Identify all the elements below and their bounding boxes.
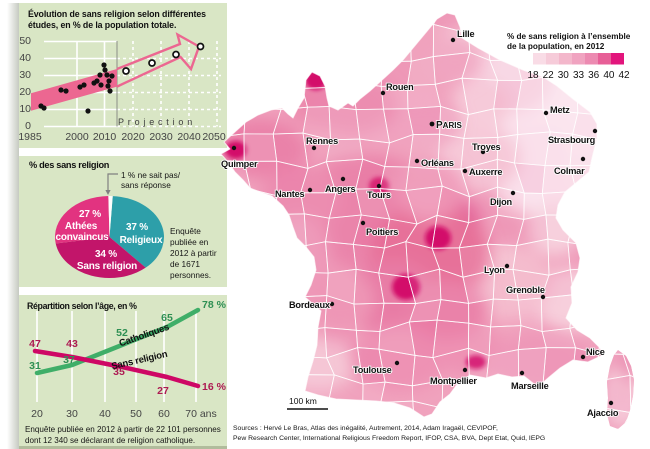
svg-text:70 ans: 70 ans (185, 408, 217, 420)
svg-text:10: 10 (19, 103, 31, 115)
svg-text:dont 12 340 se déclarant de re: dont 12 340 se déclarant de religion cat… (25, 436, 195, 445)
svg-text:52: 52 (116, 327, 128, 339)
svg-text:Pew Research Center, Internati: Pew Research Center, International Relig… (233, 435, 545, 442)
svg-text:Grenoble: Grenoble (506, 285, 545, 295)
svg-text:Strasbourg: Strasbourg (548, 135, 595, 145)
svg-text:Enquête: Enquête (170, 226, 201, 236)
svg-text:47: 47 (29, 338, 41, 350)
svg-text:Projection: Projection (118, 117, 196, 127)
svg-text:40: 40 (19, 52, 31, 64)
svg-text:de la population, en 2012: de la population, en 2012 (507, 42, 605, 51)
svg-text:78 %: 78 % (202, 299, 227, 311)
svg-text:20: 20 (31, 408, 43, 420)
svg-text:Évolution de sans religion sel: Évolution de sans religion selon différe… (28, 9, 206, 19)
svg-text:Quimper: Quimper (221, 159, 258, 169)
svg-text:60: 60 (158, 408, 170, 420)
svg-text:40: 40 (99, 408, 111, 420)
svg-text:PARIS: PARIS (436, 120, 462, 131)
svg-text:50: 50 (19, 35, 31, 47)
svg-text:Auxerre: Auxerre (469, 167, 502, 177)
svg-text:37 %: 37 % (126, 222, 148, 233)
svg-text:20: 20 (19, 86, 31, 98)
svg-text:65: 65 (161, 312, 173, 324)
svg-text:Nantes: Nantes (275, 189, 305, 199)
svg-text:2030: 2030 (149, 131, 173, 143)
svg-text:Dijon: Dijon (490, 197, 513, 207)
svg-text:1 % ne sait pas/: 1 % ne sait pas/ (121, 170, 181, 180)
svg-text:Enquête publiée en 2012 à part: Enquête publiée en 2012 à partir de 22 1… (25, 425, 221, 434)
svg-text:36: 36 (588, 70, 600, 81)
svg-text:2050: 2050 (202, 131, 226, 143)
svg-text:50: 50 (130, 408, 142, 420)
svg-text:0: 0 (25, 120, 31, 132)
svg-text:33: 33 (573, 70, 585, 81)
svg-text:Nice: Nice (586, 347, 605, 357)
svg-text:22: 22 (543, 70, 555, 81)
svg-text:Toulouse: Toulouse (353, 365, 392, 375)
svg-text:études, en % de la population: études, en % de la population totale. (28, 20, 176, 30)
svg-text:27: 27 (157, 385, 169, 397)
svg-text:Bordeaux: Bordeaux (289, 300, 331, 310)
svg-text:Sources : Hervé Le Bras, Atlas: Sources : Hervé Le Bras, Atlas des inéga… (233, 425, 498, 432)
svg-text:100 km: 100 km (289, 396, 317, 406)
svg-text:personnes.: personnes. (170, 270, 211, 280)
svg-text:Athées: Athées (65, 221, 98, 232)
svg-text:31: 31 (29, 360, 41, 372)
svg-text:Poitiers: Poitiers (366, 227, 398, 237)
svg-text:Montpellier: Montpellier (430, 376, 477, 386)
svg-text:2010: 2010 (93, 131, 117, 143)
svg-text:% de sans religion à l’ensembl: % de sans religion à l’ensemble (507, 32, 631, 41)
svg-text:30: 30 (19, 69, 31, 81)
svg-text:Rennes: Rennes (306, 136, 338, 146)
svg-text:Orléans: Orléans (421, 158, 454, 168)
svg-text:Marseille: Marseille (511, 381, 549, 391)
svg-text:Répartition selon l’âge, en %: Répartition selon l’âge, en % (27, 301, 137, 311)
svg-text:Sans religion: Sans religion (77, 261, 137, 272)
svg-text:Tours: Tours (367, 190, 391, 200)
svg-text:2012 à partir: 2012 à partir (170, 248, 217, 258)
svg-text:convaincus: convaincus (55, 232, 109, 243)
svg-text:42: 42 (618, 70, 630, 81)
svg-text:34 %: 34 % (95, 249, 117, 260)
svg-text:43: 43 (66, 338, 78, 350)
svg-text:Lyon: Lyon (484, 265, 505, 275)
svg-text:35: 35 (113, 366, 125, 378)
svg-text:Metz: Metz (550, 105, 570, 115)
svg-text:40: 40 (603, 70, 615, 81)
svg-text:27 %: 27 % (79, 209, 101, 220)
svg-text:Religieux: Religieux (120, 235, 163, 246)
svg-text:% des sans religion: % des sans religion (29, 160, 110, 170)
svg-text:de 1671: de 1671 (170, 259, 200, 269)
svg-text:30: 30 (558, 70, 570, 81)
svg-text:Troyes: Troyes (472, 142, 501, 152)
svg-text:Lille: Lille (457, 29, 474, 39)
svg-text:1985: 1985 (18, 131, 42, 143)
svg-text:publiée en: publiée en (170, 237, 209, 247)
svg-text:Rouen: Rouen (386, 82, 414, 92)
svg-text:37: 37 (63, 354, 75, 366)
svg-text:2000: 2000 (65, 131, 89, 143)
svg-text:16 %: 16 % (202, 381, 227, 393)
svg-text:Colmar: Colmar (554, 166, 585, 176)
svg-text:Angers: Angers (325, 184, 356, 194)
svg-text:Ajaccio: Ajaccio (587, 408, 619, 418)
svg-text:2020: 2020 (121, 131, 145, 143)
svg-text:18: 18 (527, 70, 539, 81)
svg-text:2040: 2040 (177, 131, 201, 143)
svg-text:sans réponse: sans réponse (121, 180, 171, 190)
svg-text:30: 30 (66, 408, 78, 420)
